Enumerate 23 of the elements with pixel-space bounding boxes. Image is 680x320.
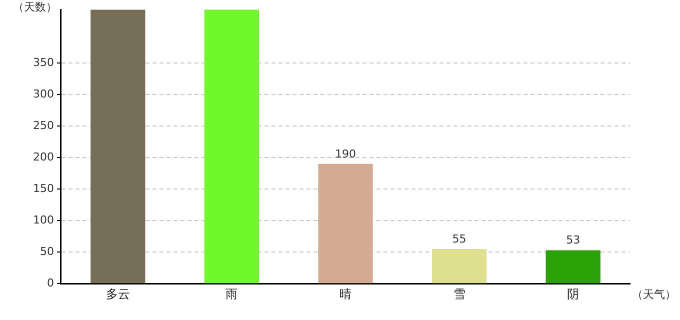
bar	[432, 248, 487, 284]
y-tick-label: 200	[32, 150, 54, 164]
bar	[204, 10, 260, 284]
y-tick-label: 250	[32, 118, 54, 132]
data-label: 190	[335, 147, 356, 160]
y-tick-label: 100	[32, 213, 54, 226]
bar	[90, 10, 146, 284]
data-label: 53	[566, 234, 580, 247]
y-axis-title: （天数）	[12, 0, 57, 14]
x-axis-title: （天气）	[632, 288, 676, 301]
x-tick-label: 多云	[106, 286, 130, 301]
y-tick-label: 50	[40, 244, 54, 258]
bar	[318, 164, 373, 284]
x-tick-label: 雪	[453, 286, 466, 301]
y-tick-label: 300	[32, 87, 54, 100]
x-tick-label: 阴	[567, 286, 580, 301]
y-tick-label: 0	[46, 276, 54, 290]
bar	[546, 250, 600, 284]
x-tick-label: 雨	[226, 286, 238, 301]
y-tick-label: 350	[32, 56, 54, 69]
y-tick-label: 150	[32, 182, 54, 195]
data-label: 55	[452, 232, 466, 246]
x-tick-label: 晴	[340, 286, 352, 301]
